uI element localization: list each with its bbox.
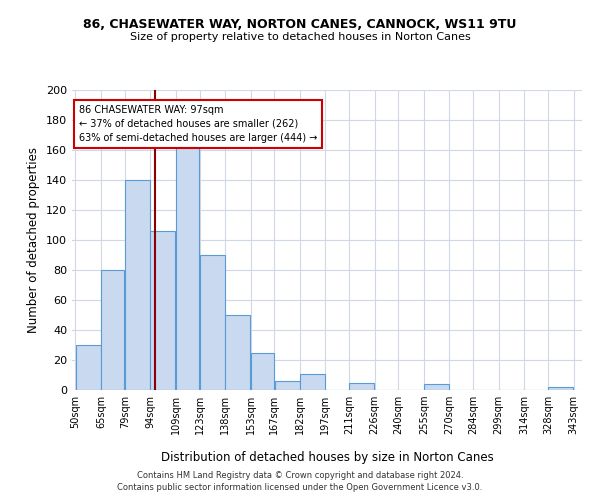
Text: 86, CHASEWATER WAY, NORTON CANES, CANNOCK, WS11 9TU: 86, CHASEWATER WAY, NORTON CANES, CANNOC… — [83, 18, 517, 30]
Bar — [300, 374, 325, 390]
Bar — [200, 255, 225, 390]
Text: Distribution of detached houses by size in Norton Canes: Distribution of detached houses by size … — [161, 451, 493, 464]
Bar — [548, 387, 573, 390]
Text: 86 CHASEWATER WAY: 97sqm
← 37% of detached houses are smaller (262)
63% of semi-: 86 CHASEWATER WAY: 97sqm ← 37% of detach… — [79, 105, 317, 143]
Bar — [275, 381, 299, 390]
Bar — [76, 345, 101, 390]
Bar — [101, 270, 124, 390]
Bar — [151, 231, 175, 390]
Text: Size of property relative to detached houses in Norton Canes: Size of property relative to detached ho… — [130, 32, 470, 42]
Bar — [125, 180, 150, 390]
Bar — [349, 382, 374, 390]
Bar — [251, 352, 274, 390]
Text: Contains HM Land Registry data © Crown copyright and database right 2024.
Contai: Contains HM Land Registry data © Crown c… — [118, 471, 482, 492]
Bar — [176, 146, 199, 390]
Bar — [424, 384, 449, 390]
Bar — [225, 315, 250, 390]
Y-axis label: Number of detached properties: Number of detached properties — [28, 147, 40, 333]
